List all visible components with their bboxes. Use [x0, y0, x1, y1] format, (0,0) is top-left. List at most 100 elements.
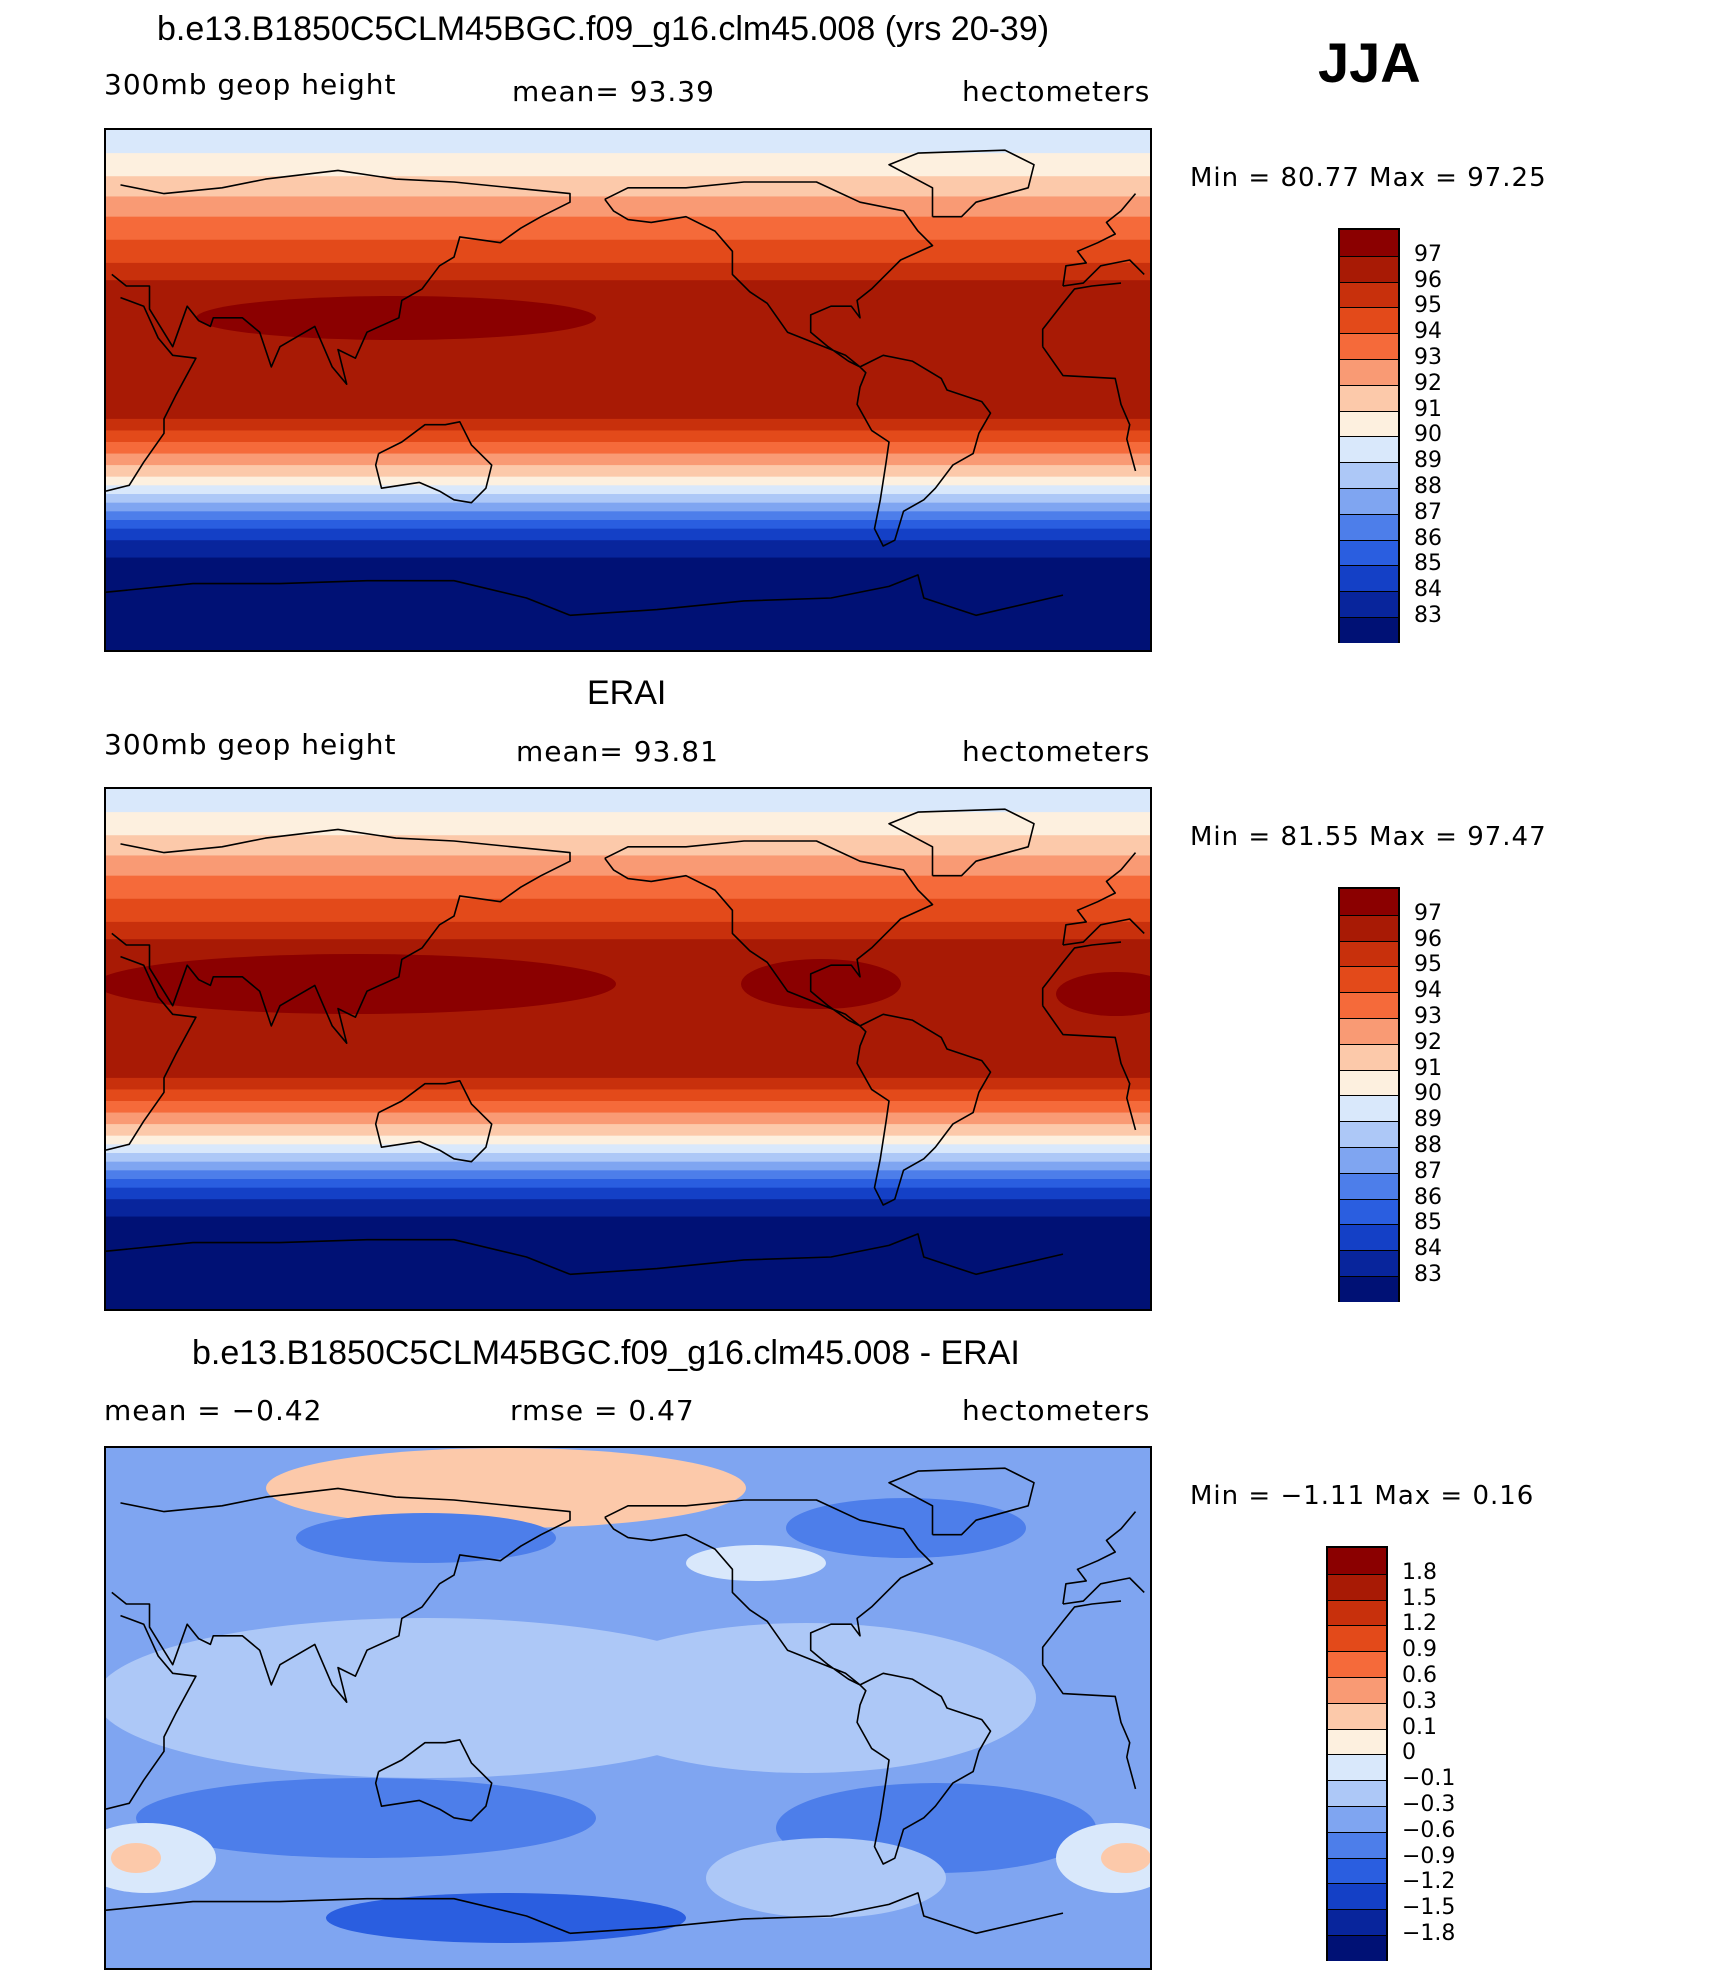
- panel-1-units-label: hectometers: [962, 75, 1151, 108]
- colorbar-tick-label: −0.1: [1402, 1766, 1456, 1792]
- coastline: [374, 1739, 493, 1822]
- contour-region: [196, 296, 596, 340]
- colorbar-tick-label: 88: [1414, 474, 1442, 499]
- coastline: [1062, 259, 1145, 287]
- contour-band: [106, 855, 1150, 877]
- coastline: [1062, 852, 1137, 946]
- colorbar-tick-label: 90: [1414, 422, 1442, 448]
- colorbar-swatch: [1328, 1831, 1386, 1858]
- colorbar-tick-label: 86: [1414, 525, 1442, 551]
- colorbar-swatch: [1328, 1599, 1386, 1626]
- coastline: [604, 181, 934, 368]
- panel-3-minmax: Min = −1.11 Max = 0.16: [1190, 1481, 1535, 1511]
- colorbar-swatch: [1340, 889, 1398, 915]
- contour-band: [106, 1161, 1150, 1171]
- contour-band: [106, 442, 1150, 455]
- colorbar-tick-label: 95: [1414, 293, 1442, 319]
- coastline: [374, 421, 493, 504]
- colorbar-swatch: [1340, 1276, 1398, 1302]
- panel-3-mean-label: mean = −0.42: [104, 1394, 323, 1427]
- contour-band: [106, 476, 1150, 486]
- colorbar-swatch: [1340, 992, 1398, 1018]
- panel-1-map: [104, 128, 1152, 652]
- colorbar-tick-label: 93: [1414, 1004, 1442, 1029]
- panel-2-mean-label: mean= 93.81: [516, 735, 719, 768]
- colorbar-tick-label: 87: [1414, 1158, 1442, 1184]
- panel-3-map: [104, 1446, 1152, 1970]
- colorbar-swatch: [1340, 1250, 1398, 1276]
- colorbar-tick-label: 0.6: [1402, 1663, 1437, 1688]
- contour-band: [106, 196, 1150, 218]
- colorbar-swatch: [1328, 1728, 1386, 1755]
- colorbar-swatch: [1340, 1224, 1398, 1251]
- coastline: [569, 1892, 1064, 1935]
- colorbar-swatch: [1340, 410, 1398, 437]
- coastline: [1042, 1005, 1137, 1131]
- colorbar-tick-label: 91: [1414, 1055, 1442, 1081]
- coastline: [111, 828, 571, 1044]
- colorbar-swatch: [1328, 1754, 1386, 1781]
- colorbar-tick-label: 85: [1414, 1210, 1442, 1236]
- contour-band: [106, 1153, 1150, 1163]
- contour-region: [686, 1545, 826, 1581]
- colorbar-swatch: [1328, 1651, 1386, 1677]
- colorbar-tick-label: 0.3: [1402, 1688, 1437, 1714]
- colorbar-swatch: [1328, 1780, 1386, 1806]
- contour-band: [106, 1170, 1150, 1180]
- contour-region: [1056, 972, 1150, 1016]
- coastline: [888, 1467, 1035, 1536]
- contour-band: [106, 835, 1150, 856]
- panel-2-contour-map: [106, 789, 1150, 1309]
- contour-band: [106, 1187, 1150, 1200]
- coastline: [106, 1897, 571, 1935]
- colorbar-tick-label: −1.5: [1402, 1895, 1456, 1921]
- colorbar-tick-label: 0.1: [1402, 1714, 1437, 1740]
- contour-band: [106, 1135, 1150, 1145]
- colorbar-tick-label: 89: [1414, 448, 1442, 474]
- contour-band: [106, 465, 1150, 478]
- panel-3-rmse-label: rmse = 0.47: [510, 1394, 695, 1427]
- contour-band: [106, 494, 1150, 504]
- contour-band: [106, 262, 1150, 281]
- colorbar-tick-label: 89: [1414, 1107, 1442, 1133]
- contour-band: [106, 430, 1150, 443]
- coastline: [1062, 193, 1137, 287]
- colorbar-tick-label: 94: [1414, 978, 1442, 1004]
- colorbar-swatch: [1340, 1069, 1398, 1096]
- contour-band: [106, 875, 1150, 900]
- contour-region: [786, 1498, 1026, 1558]
- contour-band: [106, 176, 1150, 197]
- colorbar-tick-label: 1.2: [1402, 1611, 1437, 1637]
- colorbar-swatch: [1340, 1018, 1398, 1044]
- coastline: [569, 574, 1064, 617]
- contour-band: [106, 921, 1150, 940]
- colorbar-tick-label: 1.5: [1402, 1585, 1437, 1611]
- coastline: [856, 354, 992, 547]
- colorbar-tick-label: −1.8: [1402, 1921, 1456, 1946]
- colorbar-tick-label: 93: [1414, 345, 1442, 370]
- contour-region: [1101, 1843, 1150, 1873]
- colorbar-swatch: [1340, 230, 1398, 256]
- contour-band: [106, 130, 1150, 154]
- contour-region: [576, 1623, 1036, 1773]
- contour-region: [106, 954, 616, 1014]
- colorbar-swatches: [1326, 1546, 1388, 1961]
- panel-1-minmax: Min = 80.77 Max = 97.25: [1190, 163, 1547, 193]
- colorbar-swatch: [1328, 1702, 1386, 1729]
- contour-band: [106, 528, 1150, 541]
- coastline: [569, 1233, 1064, 1276]
- colorbar-swatch: [1340, 436, 1398, 463]
- colorbar-swatch: [1328, 1548, 1386, 1574]
- coastline: [888, 149, 1035, 218]
- contour-region: [326, 1893, 686, 1943]
- colorbar-tick-label: 92: [1414, 1029, 1442, 1055]
- coastline: [106, 1614, 197, 1810]
- contour-region: [111, 1843, 161, 1873]
- contour-band: [106, 1077, 1150, 1090]
- panel-1-variable-label: 300mb geop height: [104, 68, 397, 101]
- contour-band: [106, 540, 1150, 559]
- panel-1-mean-label: mean= 93.39: [512, 75, 715, 108]
- coastline: [106, 1238, 571, 1276]
- colorbar-swatch: [1340, 1147, 1398, 1173]
- colorbar-swatch: [1340, 1198, 1398, 1225]
